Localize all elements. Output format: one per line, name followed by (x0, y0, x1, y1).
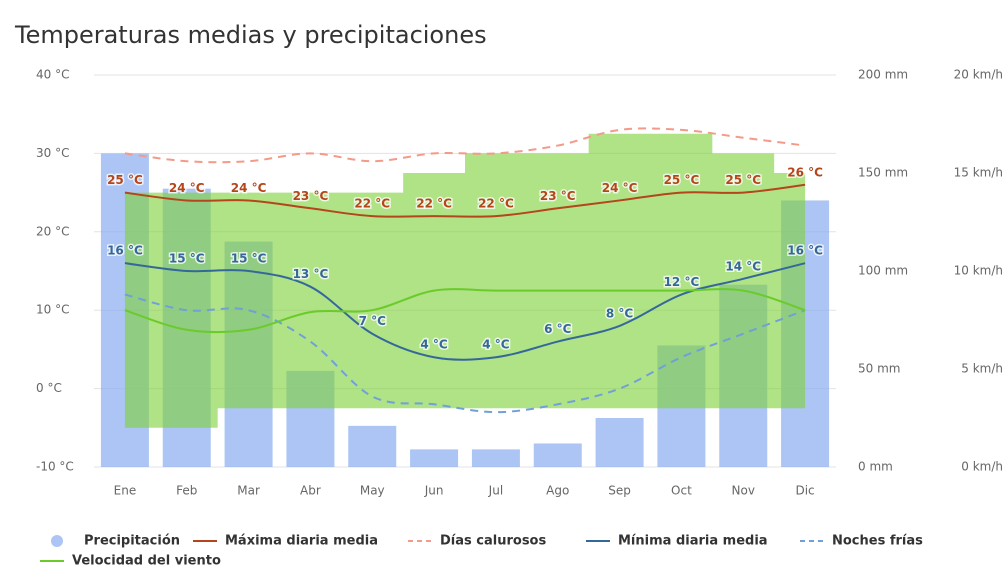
data-label: 8 °C (606, 306, 634, 320)
x-tick-label: Abr (300, 484, 321, 498)
legend-swatch (51, 535, 63, 547)
line (124, 183, 806, 218)
data-label: 24 °C (231, 181, 267, 195)
data-label: 4 °C (482, 338, 510, 352)
legend-label: Días calurosos (440, 534, 546, 549)
data-label: 13 °C (293, 267, 329, 281)
x-tick-label: Sep (608, 484, 631, 498)
data-label: 16 °C (107, 244, 143, 258)
line (124, 262, 806, 361)
data-label: 24 °C (169, 181, 205, 195)
x-tick-label: Jul (488, 484, 503, 498)
y2-tick-label: 100 mm (858, 264, 908, 278)
line (124, 127, 806, 164)
x-tick-label: Oct (671, 484, 692, 498)
data-label: 16 °C (787, 244, 823, 258)
y2-tick-label: 150 mm (858, 166, 908, 180)
data-label: 25 °C (107, 173, 143, 187)
legend-label: Mínima diaria media (618, 534, 768, 549)
y2-tick-label: 0 mm (858, 460, 893, 474)
legend-label: Máxima diaria media (225, 534, 378, 549)
y-tick-label: 0 °C (36, 381, 62, 395)
y3-tick-label: 5 km/h (961, 362, 1003, 376)
data-label: 14 °C (725, 259, 761, 273)
bar (595, 418, 644, 467)
y-tick-label: -10 °C (36, 460, 74, 474)
data-label: 23 °C (540, 189, 576, 203)
y-tick-label: 10 °C (36, 303, 69, 317)
data-label: 15 °C (231, 252, 267, 266)
x-tick-label: May (360, 484, 385, 498)
data-label: 12 °C (664, 275, 700, 289)
data-label: 26 °C (787, 165, 823, 179)
data-label: 25 °C (664, 173, 700, 187)
line (124, 288, 806, 334)
data-label: 15 °C (169, 252, 205, 266)
data-label: 22 °C (354, 197, 390, 211)
y-tick-label: 20 °C (36, 224, 69, 238)
data-label: 23 °C (293, 189, 329, 203)
y2-tick-label: 50 mm (858, 362, 900, 376)
x-tick-label: Dic (795, 484, 814, 498)
x-tick-label: Ago (546, 484, 569, 498)
chart-title: Temperaturas medias y precipitaciones (14, 21, 487, 49)
bar (410, 449, 459, 467)
wind-band (124, 133, 806, 428)
y2-tick-label: 200 mm (858, 68, 908, 82)
data-label: 6 °C (544, 322, 572, 336)
x-tick-label: Feb (176, 484, 197, 498)
legend-label: Velocidad del viento (72, 554, 221, 569)
data-label: 7 °C (359, 314, 387, 328)
data-label: 22 °C (478, 197, 514, 211)
data-label: 25 °C (725, 173, 761, 187)
x-tick-label: Mar (237, 484, 260, 498)
line (124, 293, 806, 414)
y-tick-label: 40 °C (36, 68, 69, 82)
bar (533, 443, 582, 467)
legend-label: Noches frías (832, 534, 923, 549)
y3-tick-label: 20 km/h (954, 68, 1003, 82)
x-tick-label: Ene (114, 484, 137, 498)
y-tick-label: 30 °C (36, 146, 69, 160)
bar (471, 449, 520, 467)
x-tick-label: Jun (424, 484, 444, 498)
data-label: 4 °C (420, 338, 448, 352)
data-label: 24 °C (602, 181, 638, 195)
y3-tick-label: 10 km/h (954, 264, 1003, 278)
data-label: 22 °C (416, 197, 452, 211)
y3-tick-label: 0 km/h (961, 460, 1003, 474)
bar (348, 425, 397, 467)
y3-tick-label: 15 km/h (954, 166, 1003, 180)
legend-label: Precipitación (84, 534, 180, 549)
x-tick-label: Nov (732, 484, 755, 498)
